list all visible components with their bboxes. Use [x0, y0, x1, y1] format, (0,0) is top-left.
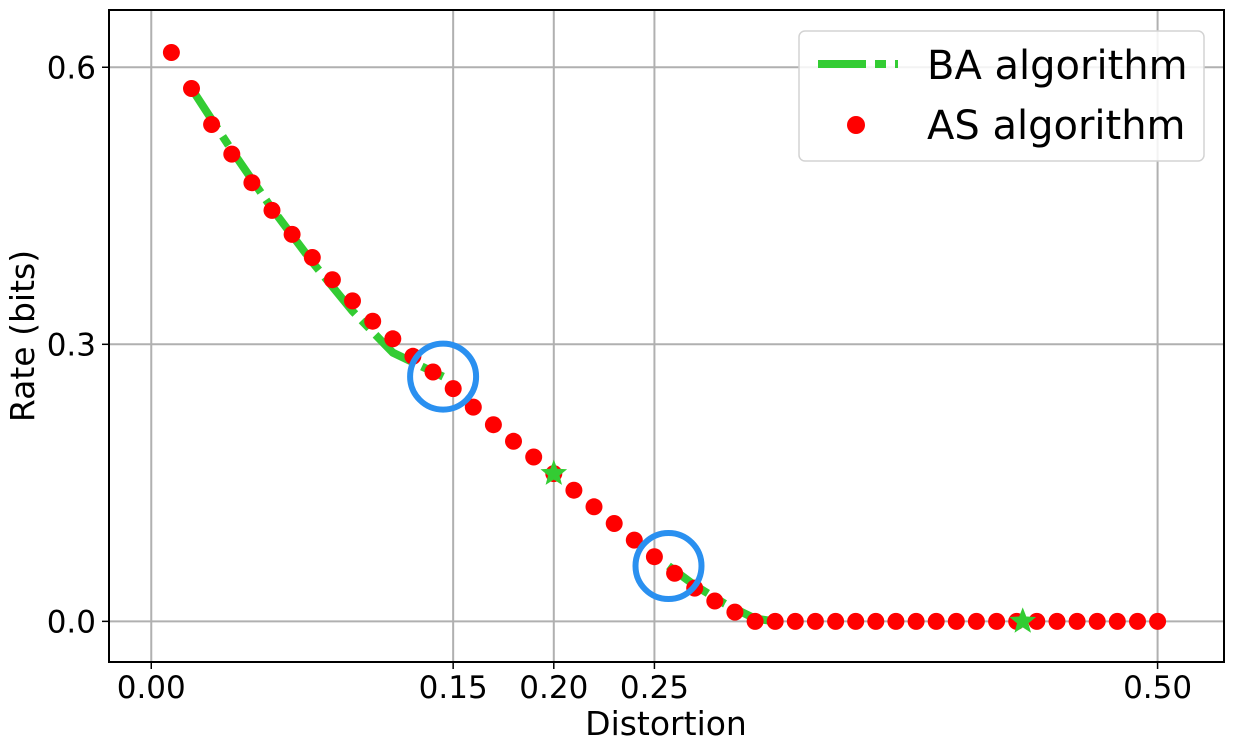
- plot-content: [162, 44, 1167, 633]
- legend: BA algorithm AS algorithm: [798, 30, 1205, 162]
- as-algorithm-point-47: [1108, 612, 1126, 630]
- legend-swatch-as-algorithm: [847, 116, 865, 134]
- as-algorithm-point-8: [323, 271, 341, 289]
- highlight-circle-0: [407, 340, 480, 413]
- as-algorithm-point-13: [424, 363, 442, 381]
- as-algorithm-point-46: [1088, 612, 1106, 630]
- as-algorithm-point-44: [1048, 612, 1066, 630]
- ba-algorithm-line-segment-0: [188, 86, 445, 381]
- as-algorithm-point-38: [927, 612, 945, 630]
- as-algorithm-point-22: [605, 515, 623, 532]
- as-algorithm-point-18: [525, 448, 543, 466]
- as-algorithm-point-0: [162, 44, 180, 61]
- as-algorithm-point-3: [223, 145, 241, 163]
- as-algorithm-point-16: [484, 416, 502, 434]
- highlight-circle-1: [632, 530, 705, 602]
- as-algorithm-point-49: [1149, 612, 1167, 630]
- as-algorithm-point-2: [203, 116, 221, 133]
- as-algorithm-point-39: [947, 612, 965, 630]
- as-algorithm-point-28: [726, 603, 744, 621]
- as-algorithm-point-1: [183, 80, 200, 97]
- as-algorithm-point-4: [243, 174, 261, 192]
- as-algorithm-point-31: [786, 612, 804, 630]
- x-tick-label-3: 0.25: [620, 670, 689, 706]
- as-algorithm-point-11: [384, 330, 402, 348]
- y-axis-title: Rate (bits): [3, 250, 42, 422]
- y-tick-label-0: 0.0: [47, 604, 96, 640]
- as-algorithm-point-6: [283, 225, 301, 243]
- as-algorithm-point-25: [666, 564, 684, 582]
- star-marker-1: [1009, 607, 1037, 633]
- as-algorithm-point-43: [1028, 612, 1046, 630]
- as-algorithm-point-30: [766, 612, 784, 630]
- y-tick-label-2: 0.6: [47, 50, 96, 86]
- as-algorithm-point-14: [444, 380, 462, 398]
- as-algorithm-point-21: [585, 498, 603, 516]
- as-algorithm-point-34: [847, 612, 865, 630]
- axis-ticks: 0.00 0.15 0.20 0.25 0.50 0.0 0.3 0.6: [47, 50, 1192, 706]
- star-marker-0: [540, 459, 568, 485]
- as-algorithm-point-32: [806, 612, 824, 630]
- as-algorithm-point-5: [263, 201, 281, 219]
- as-algorithm-point-35: [867, 612, 885, 630]
- as-algorithm-point-10: [364, 312, 382, 330]
- as-algorithm-point-20: [565, 481, 583, 499]
- as-algorithm-point-33: [827, 612, 845, 630]
- as-algorithm-point-29: [746, 612, 764, 630]
- legend-label-as-algorithm: AS algorithm: [927, 103, 1186, 149]
- as-algorithm-point-9: [344, 292, 361, 310]
- x-tick-label-1: 0.15: [419, 670, 488, 706]
- as-algorithm-point-23: [625, 531, 643, 549]
- legend-label-ba-algorithm: BA algorithm: [927, 43, 1188, 89]
- plot-frame: [108, 9, 1225, 663]
- as-algorithm-point-7: [303, 249, 321, 266]
- as-algorithm-point-27: [706, 592, 724, 610]
- x-tick-label-2: 0.20: [519, 670, 588, 706]
- as-algorithm-point-41: [988, 612, 1006, 630]
- as-algorithm-point-48: [1129, 612, 1146, 630]
- x-axis-title: Distortion: [585, 704, 747, 743]
- as-algorithm-point-17: [505, 432, 522, 450]
- as-algorithm-point-36: [887, 612, 905, 630]
- x-tick-label-0: 0.00: [117, 670, 186, 706]
- y-tick-label-1: 0.3: [47, 327, 96, 363]
- as-algorithm-point-24: [645, 548, 663, 566]
- legend-box: [798, 30, 1205, 162]
- as-algorithm-point-37: [907, 612, 925, 630]
- as-algorithm-point-15: [464, 398, 482, 416]
- as-algorithm-point-40: [967, 612, 985, 630]
- x-tick-label-4: 0.50: [1123, 670, 1192, 706]
- as-algorithm-point-45: [1068, 612, 1086, 630]
